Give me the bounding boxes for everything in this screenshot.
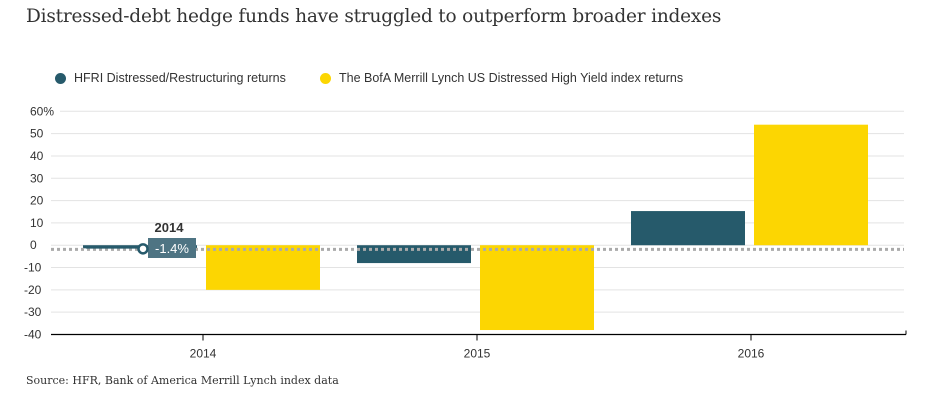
- bars: [83, 124, 868, 331]
- y-tick-label: 50: [30, 127, 44, 141]
- y-tick-label: 20: [30, 194, 44, 208]
- y-tick-label: -10: [24, 261, 42, 275]
- y-tick-label: -20: [24, 283, 42, 297]
- y-tick-label: 0: [30, 238, 37, 252]
- legend-dot-icon: [55, 72, 66, 84]
- bar-hfri-2016[interactable]: [631, 211, 745, 246]
- chart-title: Distressed-debt hedge funds have struggl…: [26, 6, 722, 27]
- legend-label: HFRI Distressed/Restructuring returns: [74, 71, 286, 85]
- legend-label: The BofA Merrill Lynch US Distressed Hig…: [339, 71, 684, 85]
- legend-item-bofa[interactable]: The BofA Merrill Lynch US Distressed Hig…: [320, 71, 683, 85]
- y-tick-label: 40: [30, 149, 44, 163]
- y-tick-label: 60%: [30, 104, 54, 118]
- tooltip: 2014 -1.4%: [86, 220, 196, 258]
- legend-dot-icon: [320, 72, 331, 84]
- tooltip-box: [148, 238, 196, 258]
- bar-bofa-2016[interactable]: [754, 124, 868, 246]
- y-axis: 60% 50 40 30 20 10 0 -10 -20 -30 -40: [24, 104, 54, 341]
- x-tick-label: 2016: [738, 347, 765, 361]
- tooltip-marker: [137, 243, 149, 255]
- x-tick-label: 2014: [190, 347, 217, 361]
- bar-bofa-2014[interactable]: [206, 245, 320, 290]
- y-tick-label: -30: [24, 305, 42, 319]
- tooltip-year: 2014: [155, 220, 185, 235]
- bar-bofa-2015[interactable]: [480, 245, 594, 331]
- y-tick-label: 30: [30, 171, 44, 185]
- y-tick-label: 10: [30, 216, 44, 230]
- y-tick-label: -40: [24, 328, 42, 342]
- x-axis: 2014 2015 2016: [51, 330, 907, 361]
- source-note: Source: HFR, Bank of America Merrill Lyn…: [26, 374, 339, 387]
- x-tick-label: 2015: [464, 347, 491, 361]
- tooltip-value: -1.4%: [155, 241, 189, 256]
- legend-item-hfri[interactable]: HFRI Distressed/Restructuring returns: [55, 71, 286, 85]
